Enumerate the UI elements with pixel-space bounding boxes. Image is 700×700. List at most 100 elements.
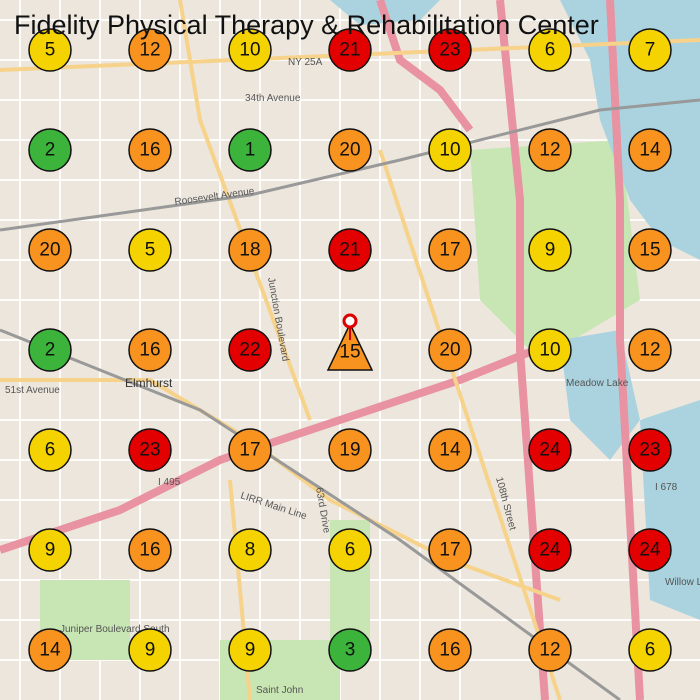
rank-label: 12 [139,40,160,61]
rank-marker [528,428,572,472]
rank-marker [228,228,272,272]
rank-marker [428,28,472,72]
rank-label: 14 [439,440,461,461]
rank-label: 8 [245,540,256,561]
rank-marker [28,628,72,672]
rank-marker [228,328,272,372]
rank-label: 3 [345,640,356,661]
rank-marker [528,28,572,72]
rank-marker [28,428,72,472]
rank-marker [328,528,372,572]
rank-marker [428,628,472,672]
rank-label: 16 [139,540,160,561]
rank-label: 14 [39,640,61,661]
rank-label: 20 [339,140,360,161]
rank-label: 6 [645,640,656,661]
rank-label: 17 [439,240,460,261]
rank-marker [128,628,172,672]
rank-label: 6 [345,540,356,561]
rank-label: 18 [239,240,260,261]
rank-label: 17 [239,440,260,461]
map-label: Saint John [256,685,303,696]
rank-label: 9 [245,640,256,661]
rank-label: 15 [339,342,360,363]
rank-label: 12 [539,640,560,661]
rank-marker [428,328,472,372]
map-label: Juniper Boulevard South [60,624,170,635]
rank-marker [228,28,272,72]
rail [0,98,700,700]
rank-label: 16 [139,340,160,361]
map-label: Willow Lake [665,577,700,588]
location-triangle [326,322,374,371]
rank-marker [528,228,572,272]
rank-label: 1 [245,140,256,161]
rank-marker [528,628,572,672]
rank-marker [628,328,672,372]
rank-label: 9 [45,540,56,561]
rank-label: 21 [339,240,360,261]
rank-marker [428,128,472,172]
map-label: NY 25A [288,57,323,68]
rank-marker [528,128,572,172]
rank-marker [128,228,172,272]
rank-label: 7 [645,40,656,61]
rank-label: 21 [339,40,360,61]
rank-marker [428,528,472,572]
rank-label: 19 [339,440,360,461]
rank-label: 24 [539,540,561,561]
rank-label: 10 [539,340,560,361]
rank-marker [228,628,272,672]
rank-marker [628,28,672,72]
rank-marker [328,128,372,172]
rank-marker [228,528,272,572]
rank-label: 17 [439,540,460,561]
rank-marker [328,428,372,472]
rank-label: 6 [45,440,56,461]
rank-marker [328,628,372,672]
map-label: I 678 [655,482,678,493]
rank-marker [28,328,72,372]
rank-label: 9 [545,240,556,261]
rank-marker [628,128,672,172]
rank-marker [528,328,572,372]
rank-label: 12 [639,340,660,361]
rank-label: 15 [639,240,660,261]
rank-label: 20 [39,240,60,261]
map-label: I 495 [158,477,181,488]
rank-label: 20 [439,340,460,361]
rank-marker [28,228,72,272]
rank-label: 23 [139,440,160,461]
rank-marker [128,528,172,572]
rank-marker [128,28,172,72]
rank-marker [28,128,72,172]
rank-marker [628,528,672,572]
rank-label: 2 [45,140,56,161]
rank-label: 14 [639,140,661,161]
rank-marker [128,128,172,172]
rank-marker [28,28,72,72]
rank-marker [628,228,672,272]
rank-marker [228,428,272,472]
rank-marker [628,628,672,672]
map-label: 51st Avenue [5,385,60,396]
map-label: Meadow Lake [566,378,629,389]
rank-label: 24 [539,440,561,461]
map-label: Elmhurst [125,376,173,390]
rank-marker [128,328,172,372]
rank-label: 5 [45,40,56,61]
rank-label: 9 [145,640,156,661]
rank-label: 23 [639,440,660,461]
rank-marker [428,228,472,272]
rank-label: 22 [239,340,260,361]
rank-marker [528,528,572,572]
rank-label: 12 [539,140,560,161]
rank-marker [328,28,372,72]
location-pin [342,313,358,329]
rank-marker [128,428,172,472]
rank-marker [28,528,72,572]
map-label: 34th Avenue [245,93,301,104]
rank-label: 23 [439,40,460,61]
